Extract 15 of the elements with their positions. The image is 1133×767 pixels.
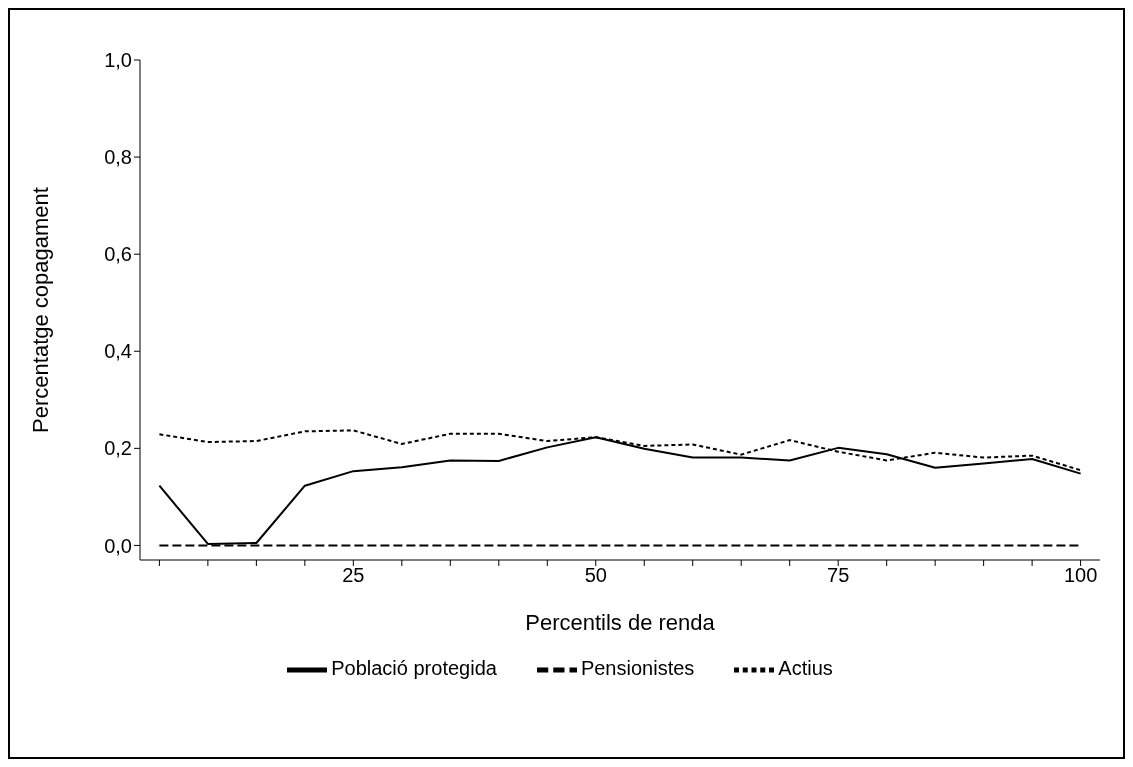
y-tick-label: 0,2: [104, 437, 132, 460]
x-tick-label: 75: [827, 564, 850, 587]
x-axis-title: Percentils de renda: [525, 610, 716, 635]
y-tick-label: 0,6: [104, 243, 132, 266]
y-axis-title: Percentatge copagament: [27, 187, 53, 433]
y-tick-label: 0,0: [104, 534, 132, 557]
legend-label: Població protegida: [331, 657, 497, 680]
x-tick-label: 50: [584, 564, 607, 587]
x-tick-label: 25: [342, 564, 365, 587]
legend-label: Pensionistes: [580, 657, 695, 680]
y-tick-label: 0,4: [104, 340, 132, 363]
y-tick-label: 0,8: [104, 146, 132, 169]
y-tick-label: 1,0: [104, 49, 132, 72]
x-tick-label: 100: [1063, 564, 1098, 587]
legend-label: Actius: [778, 657, 833, 680]
